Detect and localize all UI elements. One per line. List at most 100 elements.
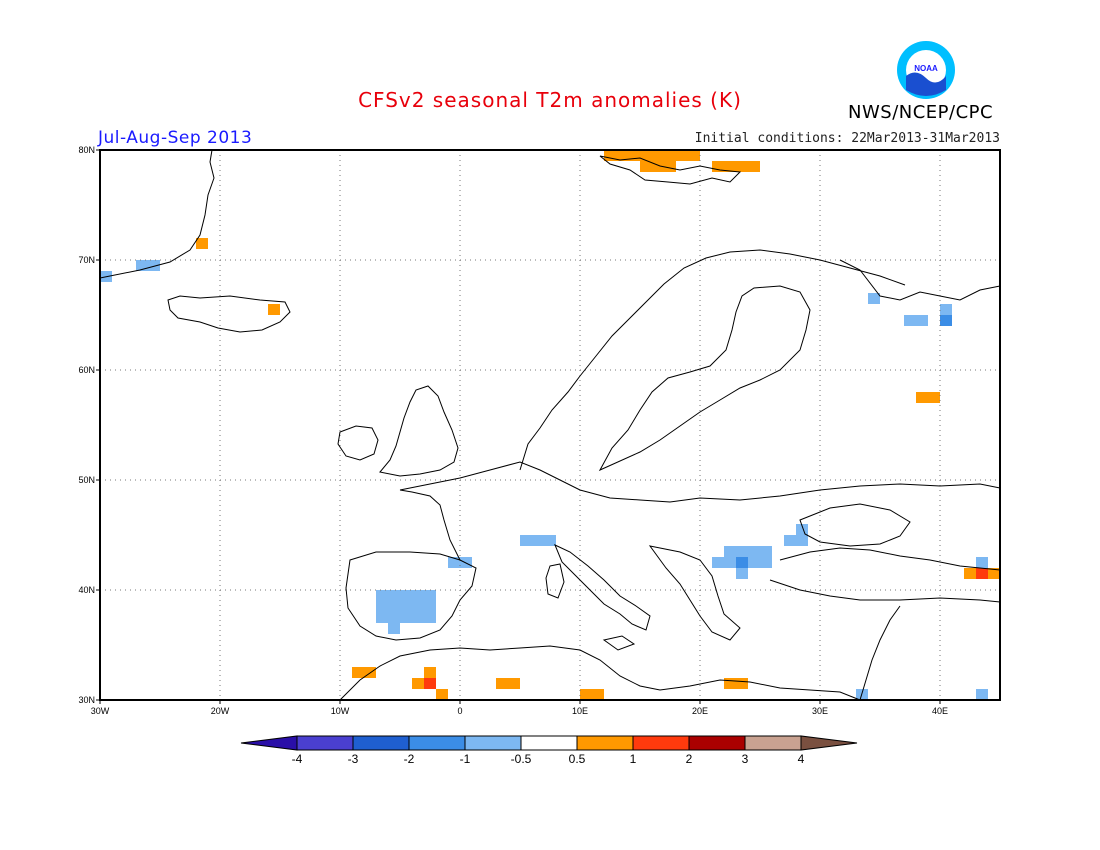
anomaly-cell [736, 568, 748, 579]
colorbar-segment [520, 735, 578, 751]
colorbar-tick-label: 3 [741, 752, 749, 766]
anomaly-cell [688, 150, 700, 161]
anomaly-cell [424, 590, 436, 601]
anomaly-cell [940, 304, 952, 315]
anomaly-cell [664, 150, 676, 161]
anomaly-cell [712, 161, 724, 172]
anomaly-cell [400, 601, 412, 612]
anomaly-cell [376, 590, 388, 601]
anomaly-cell [868, 293, 880, 304]
colorbar-tick-label: -4 [291, 752, 303, 766]
lat-tick-label: 80N [78, 145, 95, 155]
colorbar-tick-label: -3 [347, 752, 359, 766]
anomaly-cell [412, 601, 424, 612]
axis-ticks: 30W 20W 10W 0 10E 20E 30E 40E 30N 40N 50N 60N 70N 80N [78, 145, 948, 716]
colorbar-segment [632, 735, 690, 751]
anomaly-cell [388, 601, 400, 612]
colorbar-tick-label: 1 [629, 752, 637, 766]
anomaly-cell [760, 546, 772, 557]
colorbar-tick-label: -2 [403, 752, 415, 766]
anomaly-cell [736, 557, 748, 568]
map-title: CFSv2 seasonal T2m anomalies (K) [358, 88, 742, 112]
lat-tick-label: 70N [78, 255, 95, 265]
colorbar-segment [352, 735, 410, 751]
anomaly-cell [796, 524, 808, 535]
agency-label: NWS/NCEP/CPC [848, 102, 994, 123]
lat-tick-label: 60N [78, 365, 95, 375]
colorbar-high-arrow [800, 735, 858, 751]
anomaly-cell [436, 689, 448, 700]
anomaly-cell [388, 612, 400, 623]
anomaly-cell [712, 557, 724, 568]
anomaly-cell [724, 678, 736, 689]
anomaly-cell [424, 678, 436, 689]
anomaly-cell [520, 535, 532, 546]
lon-tick-label: 30E [812, 706, 828, 716]
anomaly-cell [532, 535, 544, 546]
colorbar-tick-label: 2 [685, 752, 693, 766]
anomaly-cell [580, 689, 592, 700]
initial-conditions-label: Initial conditions: 22Mar2013-31Mar2013 [694, 131, 1000, 146]
anomaly-cell [448, 557, 460, 568]
anomaly-cell [736, 678, 748, 689]
anomaly-cell [148, 260, 160, 271]
anomaly-cell [400, 612, 412, 623]
anomaly-cell [352, 667, 364, 678]
lon-tick-label: 10W [331, 706, 350, 716]
anomaly-cell [268, 304, 280, 315]
lat-tick-label: 30N [78, 695, 95, 705]
anomaly-cell [976, 557, 988, 568]
lon-tick-label: 30W [91, 706, 110, 716]
anomaly-cell [196, 238, 208, 249]
lon-tick-label: 20E [692, 706, 708, 716]
anomaly-cell [376, 612, 388, 623]
anomaly-cell [400, 590, 412, 601]
anomaly-cell [724, 161, 736, 172]
lon-tick-label: 10E [572, 706, 588, 716]
colorbar-segment [296, 735, 354, 751]
anomaly-cell [544, 535, 556, 546]
anomaly-cells [100, 150, 1000, 700]
anomaly-cell [604, 150, 616, 161]
anomaly-cell [676, 150, 688, 161]
colorbar-tick-label: -0.5 [510, 752, 532, 766]
coastlines [99, 149, 1001, 701]
anomaly-cell [376, 601, 388, 612]
anomaly-cell [916, 315, 928, 326]
colorbar-segment [464, 735, 522, 751]
anomaly-cell [976, 568, 988, 579]
anomaly-cell [940, 315, 952, 326]
lat-lon-grid [100, 150, 1000, 700]
svg-text:NOAA: NOAA [914, 64, 938, 73]
anomaly-cell [628, 150, 640, 161]
lat-tick-label: 40N [78, 585, 95, 595]
anomaly-cell [136, 260, 148, 271]
anomaly-cell [640, 150, 652, 161]
anomaly-cell [736, 546, 748, 557]
colorbar-segment [688, 735, 746, 751]
anomaly-cell [748, 557, 760, 568]
lon-tick-label: 0 [457, 706, 462, 716]
anomaly-cell [652, 161, 664, 172]
anomaly-cell [424, 667, 436, 678]
anomaly-cell [748, 546, 760, 557]
anomaly-cell [616, 150, 628, 161]
anomaly-cell [424, 612, 436, 623]
colorbar-tick-label: 0.5 [568, 752, 586, 766]
colorbar-segment [744, 735, 802, 751]
colorbar-tick-label: -1 [459, 752, 471, 766]
anomaly-cell [964, 568, 976, 579]
map-frame [99, 149, 1001, 701]
anomaly-cell [652, 150, 664, 161]
anomaly-cell [988, 568, 1000, 579]
anomaly-cell [784, 535, 796, 546]
colorbar [240, 735, 858, 751]
anomaly-cell [412, 590, 424, 601]
anomaly-cell [424, 601, 436, 612]
lon-tick-label: 20W [211, 706, 230, 716]
colorbar-segment [408, 735, 466, 751]
colorbar-segment [576, 735, 634, 751]
lat-tick-label: 50N [78, 475, 95, 485]
anomaly-cell [388, 590, 400, 601]
